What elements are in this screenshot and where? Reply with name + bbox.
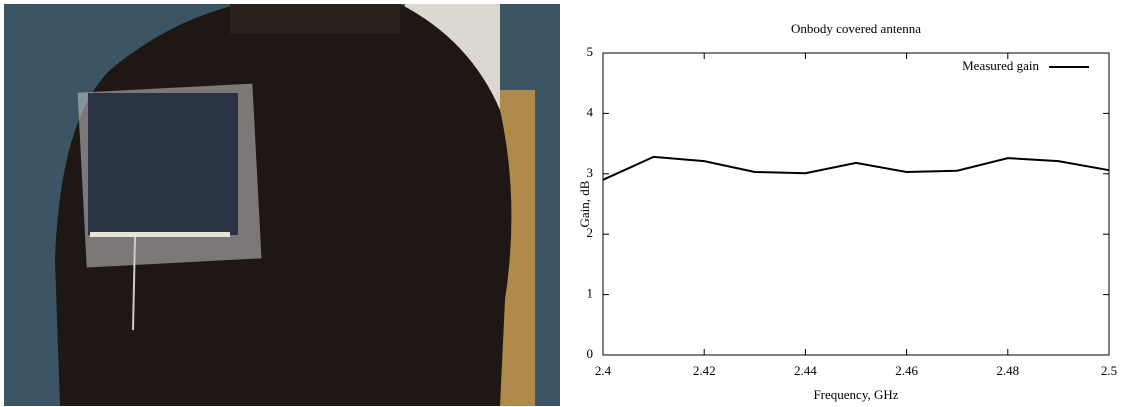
- y-tick-label: 0: [587, 346, 594, 361]
- x-tick-label: 2.48: [996, 363, 1019, 378]
- x-axis-label: Frequency, GHz: [813, 387, 898, 402]
- x-tick-label: 2.4: [595, 363, 612, 378]
- x-tick-label: 2.46: [895, 363, 918, 378]
- legend-label: Measured gain: [962, 58, 1039, 73]
- y-tick-label: 2: [587, 225, 594, 240]
- x-tick-label: 2.44: [794, 363, 817, 378]
- y-axis-label: Gain, dB: [577, 180, 592, 227]
- photo: [4, 4, 560, 406]
- y-tick-label: 3: [587, 165, 594, 180]
- y-tick-label: 1: [587, 286, 594, 301]
- data-line: [602, 155, 1110, 181]
- photo-patch: [88, 93, 238, 235]
- x-tick-label: 2.5: [1101, 363, 1117, 378]
- y-tick-label: 4: [587, 104, 594, 119]
- photo-patch-edge: [90, 232, 230, 237]
- plot-frame: [602, 52, 1110, 356]
- photo-head: [230, 4, 400, 34]
- photo-cable: [132, 236, 136, 331]
- x-tick-label: 2.42: [693, 363, 716, 378]
- y-tick-label: 5: [587, 44, 594, 59]
- chart-title: Onbody covered antenna: [791, 21, 921, 36]
